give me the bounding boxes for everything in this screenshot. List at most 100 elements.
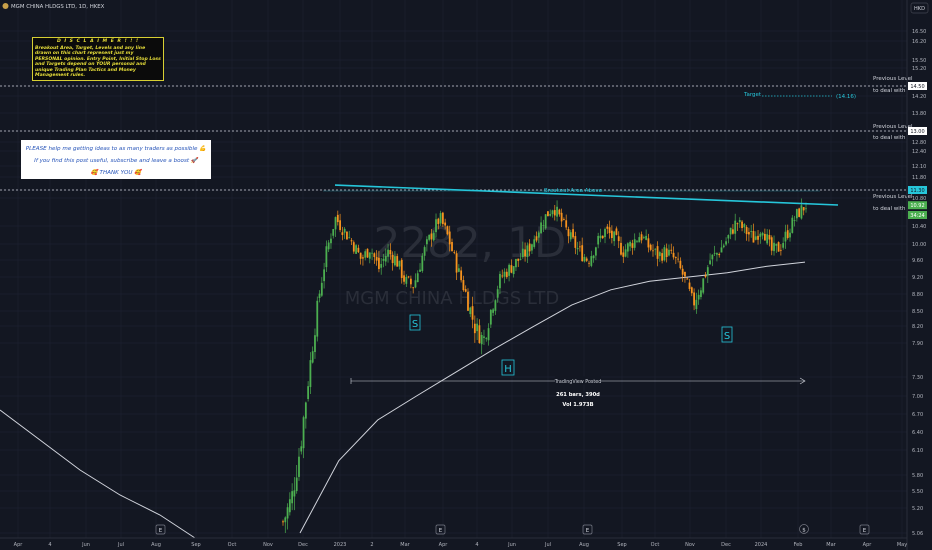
candle-body bbox=[793, 220, 796, 221]
candle-body bbox=[693, 292, 695, 306]
candle-body bbox=[542, 225, 545, 227]
candle-body bbox=[784, 231, 787, 242]
candle-body bbox=[704, 275, 707, 277]
candle-body bbox=[412, 287, 415, 289]
candle-body bbox=[608, 227, 611, 234]
candle-body bbox=[805, 208, 807, 210]
candle-body bbox=[503, 271, 506, 277]
time-axis[interactable]: Apr 4 Jun Jul Aug Sep Oct Nov Dec 2023 2 Mar Apr 4 Jun… bbox=[14, 542, 908, 548]
price-tick-label: 7.00 bbox=[912, 394, 923, 400]
candle-body bbox=[745, 227, 748, 235]
candle-body bbox=[574, 236, 577, 248]
chart-header: MGM CHINA HLDGS LTD, 1D, HKEX bbox=[2, 3, 105, 10]
breakout-label: Breakout Area Above bbox=[544, 188, 603, 194]
time-tick-label: Jun bbox=[81, 542, 90, 548]
candle-body bbox=[357, 247, 360, 253]
candle-body bbox=[441, 212, 444, 225]
candle-body bbox=[709, 260, 711, 265]
time-tick-label: Sep bbox=[191, 542, 200, 548]
candle-body bbox=[343, 228, 346, 233]
symbol-logo-icon bbox=[2, 3, 9, 9]
candle-body bbox=[405, 276, 408, 284]
time-tick-label: Mar bbox=[826, 542, 836, 548]
candle-body bbox=[462, 280, 465, 291]
candle-body bbox=[439, 213, 442, 224]
candle-body bbox=[537, 232, 540, 238]
currency-button[interactable]: HKD bbox=[910, 2, 929, 14]
candle-body bbox=[802, 207, 805, 211]
candle-body bbox=[476, 323, 479, 332]
candle-body bbox=[645, 235, 648, 240]
price-tick-label: 8.20 bbox=[912, 324, 923, 330]
candle-body bbox=[448, 231, 451, 245]
candle-body bbox=[585, 258, 588, 261]
candle-body bbox=[599, 235, 602, 239]
candle-body bbox=[670, 249, 673, 251]
dividend-marker-icon: $ bbox=[799, 524, 809, 534]
candle-body bbox=[309, 360, 312, 388]
svg-text:S: S bbox=[724, 331, 730, 342]
candle-body bbox=[617, 236, 620, 242]
candle-body bbox=[789, 232, 791, 238]
candle-body bbox=[631, 243, 634, 248]
candle-body bbox=[428, 234, 431, 240]
time-tick-label: Oct bbox=[651, 542, 660, 548]
candle-body bbox=[576, 248, 579, 250]
watermark-name: MGM CHINA HLDGS LTD bbox=[345, 288, 560, 309]
candle-body bbox=[293, 490, 296, 497]
candle-body bbox=[649, 244, 652, 250]
candle-body bbox=[350, 240, 353, 242]
candle-body bbox=[567, 229, 570, 237]
candle-body bbox=[508, 264, 511, 276]
candle-body bbox=[375, 257, 378, 261]
candle-body bbox=[658, 252, 661, 257]
date-range-measure[interactable]: TradingView Posted 261 bars, 390d Vol 1.… bbox=[350, 376, 806, 409]
candle-body bbox=[606, 226, 609, 229]
time-tick-label: Nov bbox=[263, 542, 273, 548]
candle-body bbox=[323, 269, 326, 282]
candle-body bbox=[382, 258, 385, 261]
candle-body bbox=[636, 240, 638, 242]
candle-body bbox=[551, 210, 554, 215]
price-tick-label: 12.80 bbox=[912, 140, 926, 146]
candle-body bbox=[378, 257, 380, 270]
candle-body bbox=[766, 234, 769, 244]
disclaimer-box: D I S C L A I M E R ! ! ! Breakout Area,… bbox=[32, 37, 164, 81]
price-tag-bg bbox=[908, 211, 927, 219]
candle-body bbox=[453, 252, 456, 253]
candle-body bbox=[423, 247, 426, 256]
time-tick-label: Mar bbox=[400, 542, 410, 548]
candle-body bbox=[311, 351, 314, 363]
candle-body bbox=[702, 278, 705, 293]
candle-body bbox=[777, 242, 780, 252]
candle-body bbox=[656, 246, 659, 259]
price-tick-label: 16.50 bbox=[912, 29, 926, 35]
candle-body bbox=[725, 241, 727, 245]
earnings-markers[interactable]: E E E $ E bbox=[155, 524, 870, 535]
watermark: 2282, 1D MGM CHINA HLDGS LTD bbox=[345, 218, 567, 309]
breakout-trendline[interactable] bbox=[323, 184, 839, 206]
prev-level-sub-2: to deal with bbox=[873, 135, 906, 141]
candle-body bbox=[720, 247, 723, 253]
candle-body bbox=[455, 253, 458, 273]
candle-body bbox=[341, 232, 344, 235]
candle-body bbox=[489, 309, 492, 325]
svg-text:$: $ bbox=[802, 528, 806, 534]
candle-body bbox=[512, 266, 515, 275]
candle-body bbox=[336, 214, 339, 223]
candle-body bbox=[544, 214, 547, 229]
candle-body bbox=[471, 306, 474, 320]
candle-body bbox=[318, 293, 321, 299]
candle-body bbox=[352, 242, 355, 252]
candle-body bbox=[384, 255, 387, 262]
candle-body bbox=[736, 223, 739, 225]
candle-body bbox=[800, 205, 803, 219]
candle-body bbox=[332, 228, 335, 236]
target-value: (14.16) bbox=[836, 94, 856, 100]
candle-body bbox=[300, 446, 303, 452]
candle-body bbox=[387, 249, 389, 257]
candle-body bbox=[629, 241, 632, 247]
candle-body bbox=[409, 278, 412, 285]
price-tick-label: 12.40 bbox=[912, 149, 926, 155]
